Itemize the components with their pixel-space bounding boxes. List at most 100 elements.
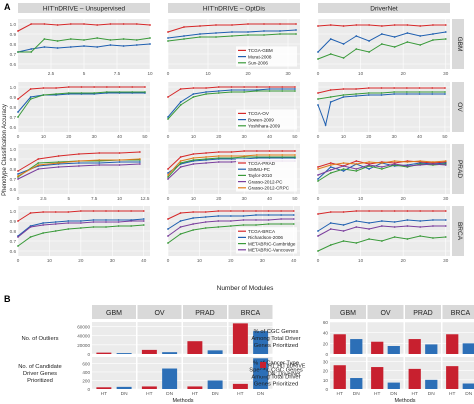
- series-point: [317, 180, 319, 182]
- series-point: [393, 91, 396, 93]
- series-point: [267, 210, 270, 212]
- group-label: GBM: [340, 310, 356, 317]
- series-point: [317, 58, 319, 60]
- series-point: [294, 90, 296, 92]
- series-point: [17, 116, 19, 118]
- legend-label: TCGA-GBM: [248, 48, 273, 53]
- series-point: [67, 211, 70, 213]
- bar-y-tick-label: 60: [323, 320, 329, 325]
- x-tick-label: 30: [242, 196, 248, 201]
- bar: [141, 386, 157, 389]
- series-point: [355, 48, 358, 50]
- series-point: [54, 211, 57, 213]
- series-point: [406, 161, 409, 163]
- series-point: [294, 86, 296, 88]
- bar-y-tick-label: 600: [82, 361, 90, 366]
- legend-box: [236, 227, 297, 254]
- group-strip: [137, 305, 182, 319]
- method-tick-label: DN: [465, 391, 472, 397]
- series-point: [204, 211, 207, 213]
- series-point: [98, 164, 101, 166]
- series-point: [192, 153, 195, 155]
- series-point: [92, 226, 95, 228]
- bar: [187, 386, 203, 389]
- series-point: [135, 39, 138, 41]
- series-point: [342, 43, 345, 45]
- series-point: [215, 36, 217, 38]
- series-point: [444, 164, 447, 166]
- x-tick-label: 10: [358, 196, 364, 201]
- series-point: [96, 24, 99, 26]
- series-point: [67, 228, 70, 230]
- series-point: [231, 24, 233, 26]
- series-point: [130, 220, 133, 222]
- series-point: [292, 214, 295, 216]
- series-point: [380, 43, 383, 45]
- bar-y-tick-label: 400: [82, 370, 90, 375]
- series-point: [167, 172, 169, 174]
- series-point: [329, 166, 332, 168]
- series-point: [109, 23, 112, 25]
- x-tick-label: 0: [167, 134, 170, 139]
- series-point: [42, 222, 45, 224]
- series-point: [55, 87, 57, 89]
- x-tick-label: 40: [267, 134, 273, 139]
- series-point: [93, 92, 96, 94]
- series-point: [204, 227, 207, 229]
- x-tick-label: 10: [341, 134, 347, 139]
- x-tick-label: 0: [17, 134, 20, 139]
- series-point: [17, 170, 19, 172]
- bar-row-label: Driver Genes: [23, 371, 57, 377]
- group-strip: [405, 305, 441, 319]
- legend-label: Taylor-2010: [248, 173, 272, 178]
- series-point: [317, 51, 319, 53]
- series-point: [205, 156, 207, 158]
- bar-y-tick-label: 0: [325, 387, 328, 392]
- series-point: [179, 226, 182, 228]
- series-point: [167, 178, 169, 180]
- series-point: [355, 24, 358, 26]
- series-point: [17, 245, 19, 247]
- series-point: [355, 170, 358, 172]
- series-point: [17, 98, 19, 100]
- series-point: [432, 210, 434, 212]
- series-point: [419, 25, 422, 27]
- y-axis-label: Phenotype Classification Accuracy: [2, 104, 8, 196]
- x-tick-label: 20: [245, 71, 251, 76]
- series-point: [380, 225, 383, 227]
- method-tick-label: HT: [192, 391, 198, 397]
- series-point: [42, 232, 45, 234]
- series-point: [215, 24, 217, 26]
- series-point: [419, 226, 422, 228]
- series-point: [367, 92, 370, 94]
- series-point: [138, 163, 141, 165]
- x-tick-label: 0: [167, 196, 170, 201]
- series-point: [55, 93, 57, 95]
- y-tick-label: 0.7: [10, 115, 17, 120]
- series-point: [229, 220, 232, 222]
- series-point: [117, 210, 120, 212]
- legend-label: TCGA-OV: [248, 111, 270, 116]
- series-point: [230, 86, 233, 88]
- bar: [387, 382, 400, 389]
- series-point: [229, 225, 232, 227]
- bar: [462, 343, 474, 354]
- series-point: [192, 217, 195, 219]
- series-point: [199, 36, 201, 38]
- bar-y-tick-label: 20: [323, 369, 329, 374]
- series-point: [118, 161, 121, 163]
- series-point: [294, 156, 296, 158]
- series-point: [444, 236, 447, 238]
- bar-y-tick-label: 40000: [77, 334, 90, 339]
- x-tick-label: 40: [117, 134, 123, 139]
- bar-row-label: Among Total Driver: [251, 375, 300, 381]
- series-point: [192, 96, 195, 98]
- series-point: [255, 219, 257, 221]
- column-strip: [18, 3, 150, 13]
- group-strip: [442, 305, 474, 319]
- series-point: [217, 161, 220, 163]
- series-point: [167, 176, 169, 178]
- series-point: [406, 32, 409, 34]
- series-point: [135, 23, 138, 25]
- series-point: [117, 225, 120, 227]
